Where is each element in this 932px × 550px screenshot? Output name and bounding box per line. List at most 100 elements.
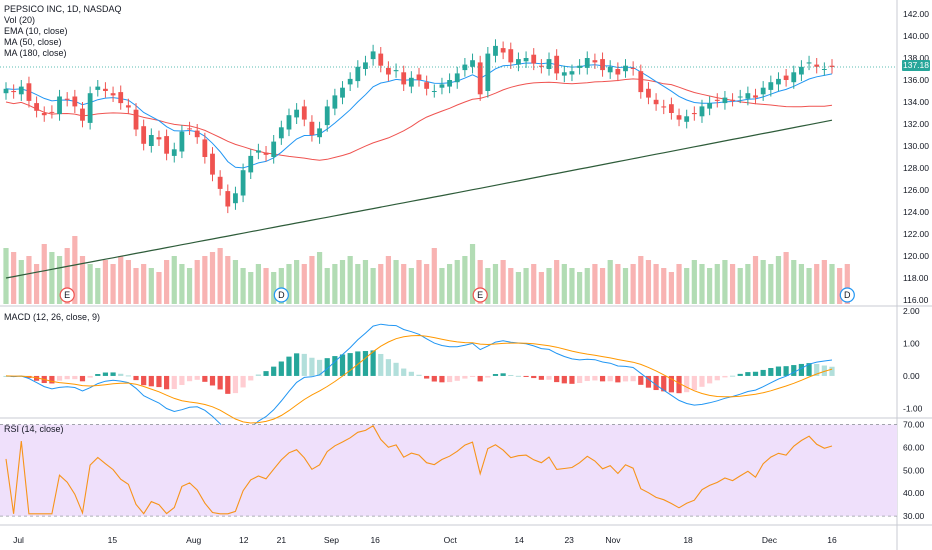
macd-hist-bar — [737, 373, 743, 376]
macd-hist-bar — [186, 375, 193, 382]
candle-body — [722, 97, 728, 104]
macd-hist-bar — [722, 375, 728, 378]
candle-body — [141, 126, 147, 144]
volume-bar — [87, 264, 93, 304]
candle-body — [707, 103, 713, 109]
candle-body — [668, 104, 674, 113]
volume-bar — [209, 252, 216, 304]
macd-hist-bar — [446, 375, 453, 383]
price-tick-label: 136.00 — [903, 75, 929, 85]
macd-tick-label: -1.00 — [903, 403, 923, 413]
macd-hist-bar — [408, 371, 414, 376]
volume-bar — [661, 268, 667, 304]
candle-body — [103, 88, 108, 91]
candle-body — [294, 109, 300, 118]
candle-body — [646, 88, 651, 98]
event-marker — [472, 287, 488, 303]
x-tick-label: 14 — [514, 535, 524, 545]
volume-bar — [775, 256, 782, 304]
macd-hist-bar — [225, 375, 231, 394]
rsi-label[interactable]: RSI (14, close) — [4, 424, 64, 434]
macd-hist-bar — [431, 375, 437, 382]
x-tick-label: Sep — [324, 535, 339, 545]
macd-hist-bar — [424, 375, 430, 379]
symbol-title[interactable]: PEPSICO INC, 1D, NASDAQ — [4, 4, 122, 14]
macd-hist-bar — [316, 359, 323, 376]
candle-body — [317, 128, 322, 138]
macd-hist-bar — [661, 375, 667, 392]
legend-ema[interactable]: EMA (10, close) — [4, 26, 68, 36]
volume-bar — [355, 264, 361, 304]
volume-bar — [684, 268, 690, 304]
macd-hist-bar — [393, 362, 399, 376]
candle-body — [179, 131, 185, 152]
legend-ma180[interactable]: MA (180, close) — [4, 48, 67, 58]
macd-hist-bar — [477, 375, 483, 382]
candle-body — [271, 141, 277, 157]
candle-body — [332, 95, 338, 109]
legend-ma50[interactable]: MA (50, close) — [4, 37, 62, 47]
macd-hist-bar — [691, 375, 697, 391]
volume-bar — [248, 272, 254, 304]
macd-hist-bar — [362, 351, 369, 376]
volume-bar — [255, 264, 261, 304]
event-marker-label: D — [278, 290, 285, 300]
candle-body — [493, 45, 498, 56]
volume-bar — [599, 268, 606, 304]
rsi-band — [0, 424, 897, 517]
candle-body — [470, 60, 475, 67]
candle-body — [202, 139, 208, 157]
volume-bar — [309, 256, 315, 304]
volume-bar — [110, 264, 116, 304]
volume-bar — [431, 248, 437, 304]
macd-hist-bar — [95, 374, 101, 376]
macd-hist-bar — [707, 375, 713, 384]
candle-body — [783, 75, 789, 80]
candle-body — [340, 87, 345, 98]
volume-bar — [814, 264, 820, 304]
volume-bar — [615, 264, 621, 304]
ma180-line — [5, 119, 833, 279]
macd-hist-bar — [347, 353, 353, 376]
volume-bar — [577, 272, 583, 304]
candle-body — [584, 58, 590, 68]
candle-body — [477, 62, 483, 95]
macd-hist-bar — [248, 375, 254, 381]
candle-body — [49, 111, 55, 113]
macd-hist-bar — [141, 375, 147, 386]
macd-hist-bar — [217, 375, 223, 390]
macd-hist-bar — [294, 353, 300, 376]
candle-body — [210, 153, 215, 175]
rsi-line — [5, 425, 833, 515]
macd-hist-bar — [821, 365, 827, 376]
volume-bar — [301, 264, 307, 304]
candle-body — [745, 93, 751, 99]
macd-label[interactable]: MACD (12, 26, close, 9) — [4, 312, 101, 322]
legend-vol[interactable]: Vol (20) — [4, 15, 36, 25]
volume-bar — [477, 260, 483, 304]
candle-body — [286, 115, 292, 130]
price-tick-label: 126.00 — [903, 185, 929, 195]
volume-bar — [561, 264, 567, 304]
volume-bar — [408, 268, 414, 304]
volume-bar — [156, 272, 162, 304]
macd-hist-bar — [607, 375, 613, 382]
candle-body — [799, 66, 804, 75]
candle-body — [416, 74, 422, 80]
candle-body — [615, 69, 621, 75]
candle-body — [125, 105, 131, 108]
volume-bar — [294, 260, 300, 304]
x-tick-label: Aug — [186, 535, 201, 545]
candle-body — [133, 109, 139, 130]
volume-bar — [385, 256, 392, 304]
x-tick-label: 23 — [564, 535, 574, 545]
macd-hist-bar — [469, 375, 476, 377]
volume-bar — [607, 260, 613, 304]
candle-body — [829, 65, 835, 68]
macd-hist-bar — [133, 375, 139, 381]
macd-hist-bar — [454, 375, 460, 381]
candle-body — [64, 98, 70, 100]
volume-bar — [416, 260, 422, 304]
price-tick-label: 130.00 — [903, 141, 929, 151]
volume-bar — [569, 268, 575, 304]
